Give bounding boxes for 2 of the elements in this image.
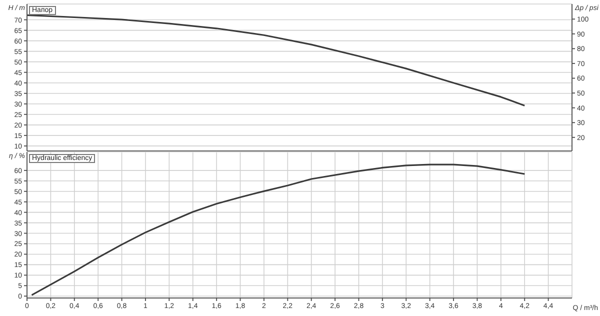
line-series (27, 14, 526, 106)
line-series (30, 164, 526, 296)
